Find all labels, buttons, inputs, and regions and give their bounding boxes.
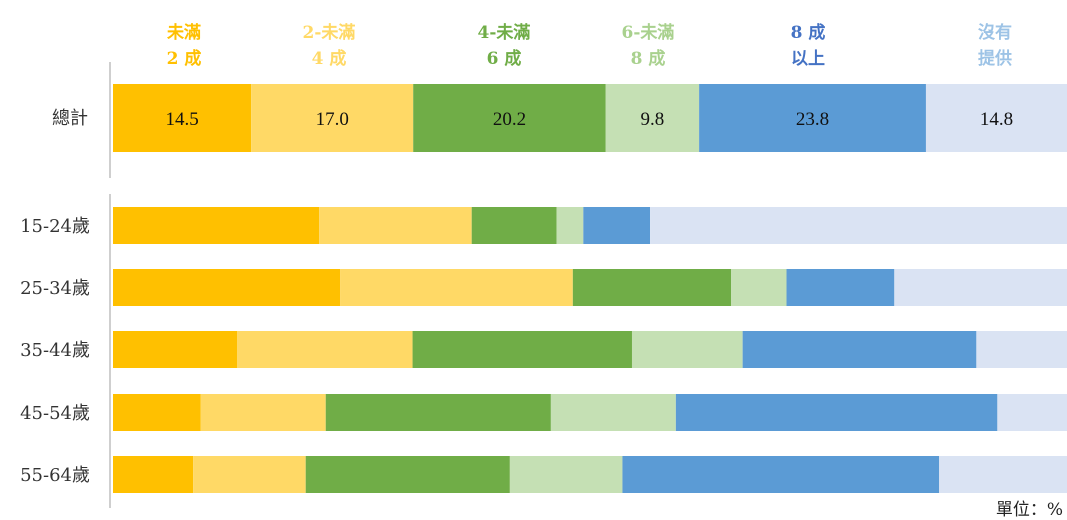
legend-label-2-line2: 4 成 — [312, 48, 347, 69]
total-value-label-4: 9.8 — [641, 109, 665, 130]
age-group-row: 55-64歲 — [20, 456, 1067, 493]
legend-label-3-line2: 6 成 — [487, 48, 522, 69]
legend-label-1-line1: 未滿 — [166, 22, 201, 43]
age-group-bars: 15-24歲 25-34歲 35-44歲 45-54歲 55-64歲 — [20, 207, 1067, 493]
unit-label: 單位：% — [996, 500, 1063, 520]
legend-label-6-line2: 提供 — [978, 48, 1012, 69]
age-group-5-segment-2 — [193, 456, 306, 493]
total-value-label-1: 14.5 — [165, 109, 198, 130]
legend-label-3-line1: 4-未滿 — [478, 22, 531, 43]
age-group-4-segment-6 — [997, 394, 1067, 431]
age-group-5-segment-5 — [622, 456, 940, 493]
total-category-label: 總計 — [52, 108, 88, 129]
age-group-4-segment-2 — [200, 394, 326, 431]
total-bar: 14.5 17.0 20.2 9.8 23.8 14.8 總計 — [52, 84, 1067, 152]
age-group-2-segment-5 — [786, 269, 895, 306]
total-segment-5 — [699, 84, 926, 152]
total-segment-6 — [925, 84, 1067, 152]
total-value-label-2: 17.0 — [316, 109, 349, 130]
age-group-5-segment-1 — [113, 456, 194, 493]
age-group-label: 15-24歲 — [20, 216, 90, 237]
age-group-row: 45-54歲 — [20, 394, 1067, 431]
age-group-row: 15-24歲 — [20, 207, 1067, 244]
age-group-label: 45-54歲 — [20, 403, 90, 424]
age-group-2-segment-2 — [340, 269, 573, 306]
age-group-3-segment-4 — [631, 331, 743, 368]
age-group-5-segment-6 — [939, 456, 1067, 493]
age-group-1-segment-6 — [650, 207, 1067, 244]
age-group-2-segment-4 — [731, 269, 787, 306]
age-group-1-segment-4 — [556, 207, 584, 244]
legend-label-1-line2: 2 成 — [167, 48, 202, 69]
legend-label-4-line1: 6-未滿 — [622, 22, 675, 43]
age-group-4-segment-5 — [675, 394, 998, 431]
legend-label-6-line1: 沒有 — [978, 22, 1012, 43]
age-group-3-segment-3 — [412, 331, 632, 368]
age-group-2-segment-1 — [113, 269, 341, 306]
total-value-label-6: 14.8 — [980, 109, 1013, 130]
age-group-row: 35-44歲 — [20, 331, 1067, 368]
age-group-label: 25-34歲 — [20, 278, 90, 299]
legend-label-5-line1: 8 成 — [791, 22, 826, 43]
age-group-3-segment-2 — [237, 331, 413, 368]
age-group-3-segment-6 — [976, 331, 1067, 368]
age-group-3-segment-5 — [742, 331, 977, 368]
age-group-1-segment-1 — [113, 207, 320, 244]
total-value-label-3: 20.2 — [493, 109, 526, 130]
legend-label-5-line2: 以上 — [791, 49, 825, 69]
total-value-label-5: 23.8 — [796, 109, 829, 130]
age-group-1-segment-2 — [319, 207, 472, 244]
age-group-4-segment-4 — [550, 394, 676, 431]
legend-label-2-line1: 2-未滿 — [303, 22, 356, 43]
age-group-label: 35-44歲 — [20, 340, 90, 361]
age-group-3-segment-1 — [113, 331, 238, 368]
age-group-4-segment-1 — [113, 394, 201, 431]
age-group-5-segment-3 — [305, 456, 510, 493]
age-group-4-segment-3 — [325, 394, 551, 431]
age-group-2-segment-6 — [894, 269, 1067, 306]
age-group-5-segment-4 — [509, 456, 623, 493]
total-segment-1 — [113, 84, 252, 152]
legend-label-4-line2: 8 成 — [631, 48, 666, 69]
total-segment-3 — [413, 84, 606, 152]
age-group-1-segment-5 — [583, 207, 651, 244]
age-group-label: 55-64歲 — [20, 465, 90, 486]
age-group-2-segment-3 — [572, 269, 732, 306]
total-segment-2 — [251, 84, 414, 152]
total-segment-4 — [605, 84, 700, 152]
age-group-row: 25-34歲 — [20, 269, 1067, 306]
age-group-1-segment-3 — [471, 207, 557, 244]
